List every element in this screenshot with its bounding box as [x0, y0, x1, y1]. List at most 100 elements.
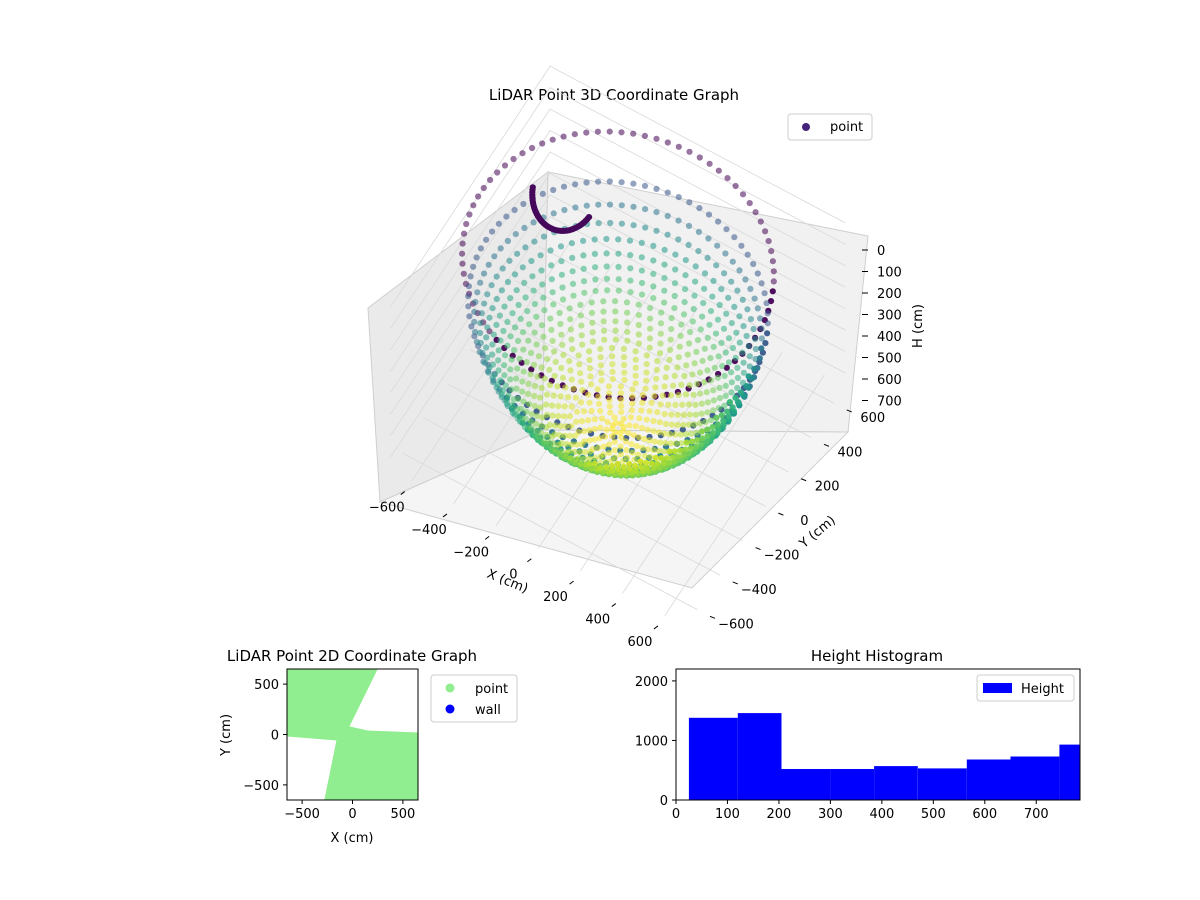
bowl-point: [472, 298, 479, 306]
bowl-point: [503, 397, 511, 404]
bowl-point: [682, 272, 689, 279]
z-tick-3d-label: 300: [877, 309, 902, 324]
x-tick-2d-label: 0: [348, 807, 356, 822]
bowl-point: [742, 276, 749, 283]
bowl-point: [597, 424, 604, 431]
bowl-point: [731, 303, 738, 310]
bowl-point: [721, 402, 728, 409]
bowl-point: [667, 346, 674, 353]
bowl-point: [728, 320, 735, 327]
bowl-point: [531, 300, 539, 308]
bowl-point: [534, 373, 541, 380]
bowl-point: [579, 387, 586, 394]
bowl-point: [705, 211, 713, 218]
bowl-point: [471, 308, 478, 315]
bowl-point: [698, 428, 706, 435]
bowl-point: [639, 444, 646, 451]
bowl-point: [586, 437, 593, 444]
bowl-point: [606, 396, 613, 403]
bowl-point: [632, 423, 639, 430]
bowl-point: [638, 407, 645, 414]
bowl-point: [718, 339, 725, 346]
bowl-point: [720, 422, 727, 429]
bowl-point: [555, 403, 562, 410]
bowl-point: [621, 369, 628, 376]
bowl-point: [459, 240, 466, 247]
bowl-point: [668, 411, 675, 418]
bowl-point: [554, 383, 561, 390]
bowl-point: [713, 262, 720, 269]
bowl-point: [553, 446, 560, 453]
bowl-point: [490, 331, 497, 338]
bowl-point: [758, 280, 765, 287]
bowl-point: [671, 448, 678, 455]
bowl-point: [662, 374, 669, 381]
bowl-point: [632, 356, 639, 363]
bowl-point: [507, 376, 514, 383]
bowl-point: [740, 369, 748, 376]
bowl-point: [549, 412, 556, 419]
bowl-point: [624, 309, 631, 316]
histogram-bar: [917, 768, 967, 800]
legend-histogram-label: Height: [1021, 682, 1064, 697]
bowl-point: [466, 313, 473, 320]
bowl-point: [546, 421, 554, 428]
bowl-point: [486, 314, 493, 321]
bowl-point: [484, 324, 491, 331]
bowl-point: [752, 355, 759, 363]
bowl-point: [503, 213, 510, 220]
bowl-point: [609, 376, 616, 383]
z-axis-3d: 0 100 200 300 400 500 600 700: [862, 244, 902, 410]
bowl-point: [651, 438, 659, 445]
grid-3d-line: [390, 108, 846, 351]
bowl-point: [583, 179, 590, 186]
bowl-point: [604, 418, 611, 425]
bowl-point: [555, 413, 562, 420]
bowl-point: [577, 301, 584, 308]
bowl-point: [597, 362, 605, 369]
bowl-point: [514, 250, 521, 257]
bowl-point: [556, 432, 564, 439]
bowl-point: [609, 467, 616, 474]
x-tick-3d: [484, 535, 490, 540]
bowl-point: [626, 422, 633, 429]
bowl-point: [710, 343, 717, 350]
bowl-point: [703, 389, 710, 396]
bowl-point: [606, 128, 613, 135]
bowl-point: [646, 408, 653, 415]
bowl-point: [588, 381, 595, 388]
bowl-point: [569, 346, 576, 353]
bowl-point: [643, 352, 651, 359]
bowl-point: [617, 383, 624, 390]
bowl-point: [653, 227, 660, 234]
bowl-point: [617, 451, 625, 458]
bowl-point: [745, 343, 752, 350]
bowl-point: [663, 364, 670, 371]
bowl-point: [752, 345, 760, 353]
bowl-point: [598, 369, 605, 377]
bowl-point: [758, 345, 765, 352]
grid-3d-line: [390, 215, 846, 458]
bowl-point: [689, 371, 696, 378]
bowl-point: [641, 452, 648, 459]
bowl-point: [597, 408, 604, 415]
bowl-point: [570, 385, 577, 392]
bowl-point: [615, 276, 622, 283]
bowl-point: [558, 448, 565, 455]
bowl-point: [569, 280, 577, 287]
bowl-point: [740, 359, 747, 366]
bowl-point: [643, 377, 650, 384]
bowl-point: [513, 385, 520, 392]
bowl-point: [739, 191, 747, 198]
y-tick-3d-label: 0: [800, 514, 808, 529]
z-tick-3d-label: 500: [877, 352, 902, 367]
bowl-point: [567, 455, 574, 462]
bowl-point: [540, 294, 547, 301]
bowl-point: [583, 129, 590, 136]
x-tick-3d-label: 200: [543, 590, 568, 605]
bowl-point: [568, 336, 575, 343]
y-tick-3d-label: −400: [741, 583, 777, 598]
bowl-point: [580, 252, 587, 259]
bowl-point: [672, 401, 679, 408]
bowl-point: [605, 383, 613, 390]
